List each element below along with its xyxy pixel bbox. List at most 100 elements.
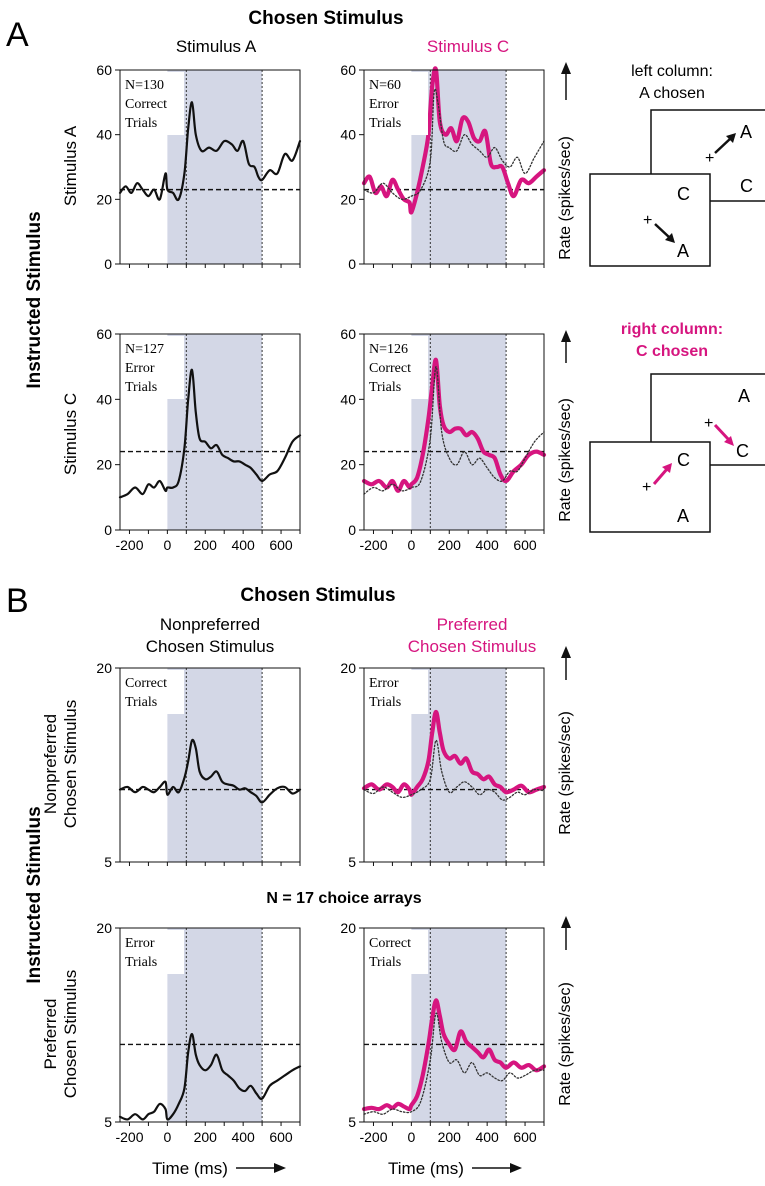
- y-tick-label: 40: [340, 391, 356, 407]
- chart-a1: 0 20 40 60 N=130 Correct Trials: [96, 62, 302, 272]
- diagram-top-letter-c-back: C: [740, 176, 753, 196]
- y-tick-label: 60: [340, 326, 356, 342]
- y-tick-label: 20: [340, 457, 356, 473]
- y-tick-label: 20: [96, 457, 112, 473]
- panel-b-title: Chosen Stimulus: [240, 585, 395, 606]
- diagram-top-arrow-front: [654, 223, 671, 239]
- series-line-dotted: [363, 1012, 545, 1115]
- y-tick-label: 20: [340, 660, 356, 676]
- y-tick-label: 0: [104, 256, 112, 272]
- x-tick-label: 400: [475, 1129, 499, 1145]
- panel-a-row-title: Instructed Stimulus: [24, 211, 45, 388]
- annotation-bg: [366, 670, 428, 714]
- diagram-top-front-screen: [589, 173, 711, 267]
- diagram-top-arrowhead-front: [665, 233, 675, 243]
- y-tick-label: 20: [96, 191, 112, 207]
- annotation-line: N=126: [369, 342, 408, 357]
- y-tick-label: 5: [104, 854, 112, 870]
- series-line-thin: [118, 738, 302, 804]
- annotation-bg: [122, 670, 184, 714]
- panel-a-col-left: Stimulus A: [176, 37, 257, 56]
- plot-frame: [119, 69, 301, 265]
- rate-label-a-top-text: Rate (spikes/sec): [557, 136, 574, 260]
- diagram-top-letter-c-front: C: [677, 184, 690, 204]
- y-tick-label: 60: [340, 62, 356, 78]
- chart-a2: 0 20 40 60 N=60 Error Trials: [340, 62, 547, 272]
- diagram-top-cross-front: +: [643, 212, 652, 229]
- x-tick-label: 600: [513, 1129, 537, 1145]
- annotation-bg: [366, 72, 428, 135]
- panel-a-title: Chosen Stimulus: [248, 8, 403, 29]
- y-tick-label: 0: [104, 522, 112, 538]
- rate-arrowhead-b-bottom: [561, 916, 571, 928]
- panel-b-row-title: Instructed Stimulus: [24, 806, 45, 983]
- y-tick-label: 20: [340, 920, 356, 936]
- rate-label-a-top: Rate (spikes/sec): [557, 62, 574, 260]
- panel-b-middle-note: N = 17 choice arrays: [266, 890, 421, 907]
- diagram-top-caption-2: A chosen: [639, 85, 705, 102]
- annotation-line: Trials: [125, 380, 157, 395]
- x-tick-label: 200: [194, 1129, 218, 1145]
- rate-label-b-top-text: Rate (spikes/sec): [557, 711, 574, 835]
- x-axis-arrowhead-right: [510, 1163, 522, 1173]
- x-axis-label-left: Time (ms): [152, 1159, 286, 1178]
- diagram-bottom-cross-front: +: [642, 479, 651, 496]
- diagram-bottom-back-screen: [650, 373, 765, 442]
- series-line-thick: [361, 66, 547, 215]
- diagram-bottom-caption-2: C chosen: [636, 343, 708, 360]
- x-axis-label-right-text: Time (ms): [388, 1159, 464, 1178]
- y-tick-label: 5: [348, 854, 356, 870]
- annotation-bg: [122, 72, 184, 135]
- panel-b-row-top-1: Nonpreferred: [41, 714, 60, 814]
- x-tick-label: 0: [407, 1129, 415, 1145]
- diagram-top-arrow-back: [714, 137, 732, 154]
- x-tick-label: -200: [115, 1129, 143, 1145]
- series-line-dotted: [363, 366, 545, 495]
- plots: 0 20 40 60 N=130 Correct Trials 0 20 40 60 N=60 Erro…: [96, 62, 547, 1145]
- diagram-bottom-letter-c-back: C: [736, 441, 749, 461]
- annotation-line: Trials: [125, 116, 157, 131]
- x-tick-label: 400: [231, 537, 255, 553]
- diagram-top-letter-a-front: A: [677, 241, 689, 261]
- series-line-dotted: [363, 739, 545, 801]
- annotation-bg: [366, 930, 428, 974]
- series-line-thin: [118, 101, 302, 202]
- y-tick-label: 40: [340, 127, 356, 143]
- annotation-line: Error: [369, 676, 399, 691]
- diagram-bottom-cross-back: +: [704, 415, 713, 432]
- diagram-top-arrowhead-back: [726, 133, 736, 143]
- chart-b3: 5 20 -200 0 200 400 600 Error Trials: [96, 920, 302, 1145]
- annotation-line: N=130: [125, 78, 164, 93]
- plot-frame: [119, 927, 301, 1123]
- plot-frame: [363, 69, 545, 265]
- series-line-thick: [361, 709, 547, 797]
- panel-a-row-bottom: Stimulus C: [61, 393, 80, 475]
- annotation-line: Trials: [369, 380, 401, 395]
- x-tick-label: -200: [359, 1129, 387, 1145]
- rate-label-a-bottom-text: Rate (spikes/sec): [557, 398, 574, 522]
- annotation-line: Correct: [125, 676, 167, 691]
- x-tick-label: 600: [513, 537, 537, 553]
- chart-b4: 5 20 -200 0 200 400 600 Correct Trials: [340, 920, 547, 1145]
- panel-a-letter: A: [6, 16, 29, 54]
- x-tick-label: 200: [194, 537, 218, 553]
- y-tick-label: 60: [96, 62, 112, 78]
- y-tick-label: 5: [104, 1114, 112, 1130]
- diagram-bottom-arrow-front: [652, 468, 669, 485]
- rate-label-b-top: Rate (spikes/sec): [557, 646, 574, 835]
- chart-b1: 5 20 Correct Trials: [96, 660, 302, 870]
- y-tick-label: 20: [96, 660, 112, 676]
- diagram-top-back-screen: [650, 109, 765, 174]
- series-line-thin: [118, 1032, 302, 1121]
- panel-b-col-left-2: Chosen Stimulus: [146, 637, 275, 656]
- annotation-bg: [366, 336, 428, 399]
- x-tick-label: 400: [231, 1129, 255, 1145]
- y-tick-label: 40: [96, 127, 112, 143]
- diagram-bottom-caption-1: right column:: [621, 321, 723, 338]
- y-tick-label: 0: [348, 256, 356, 272]
- rate-arrowhead-b-top: [561, 646, 571, 658]
- annotation-line: Trials: [369, 695, 401, 710]
- annotation-line: Correct: [125, 97, 167, 112]
